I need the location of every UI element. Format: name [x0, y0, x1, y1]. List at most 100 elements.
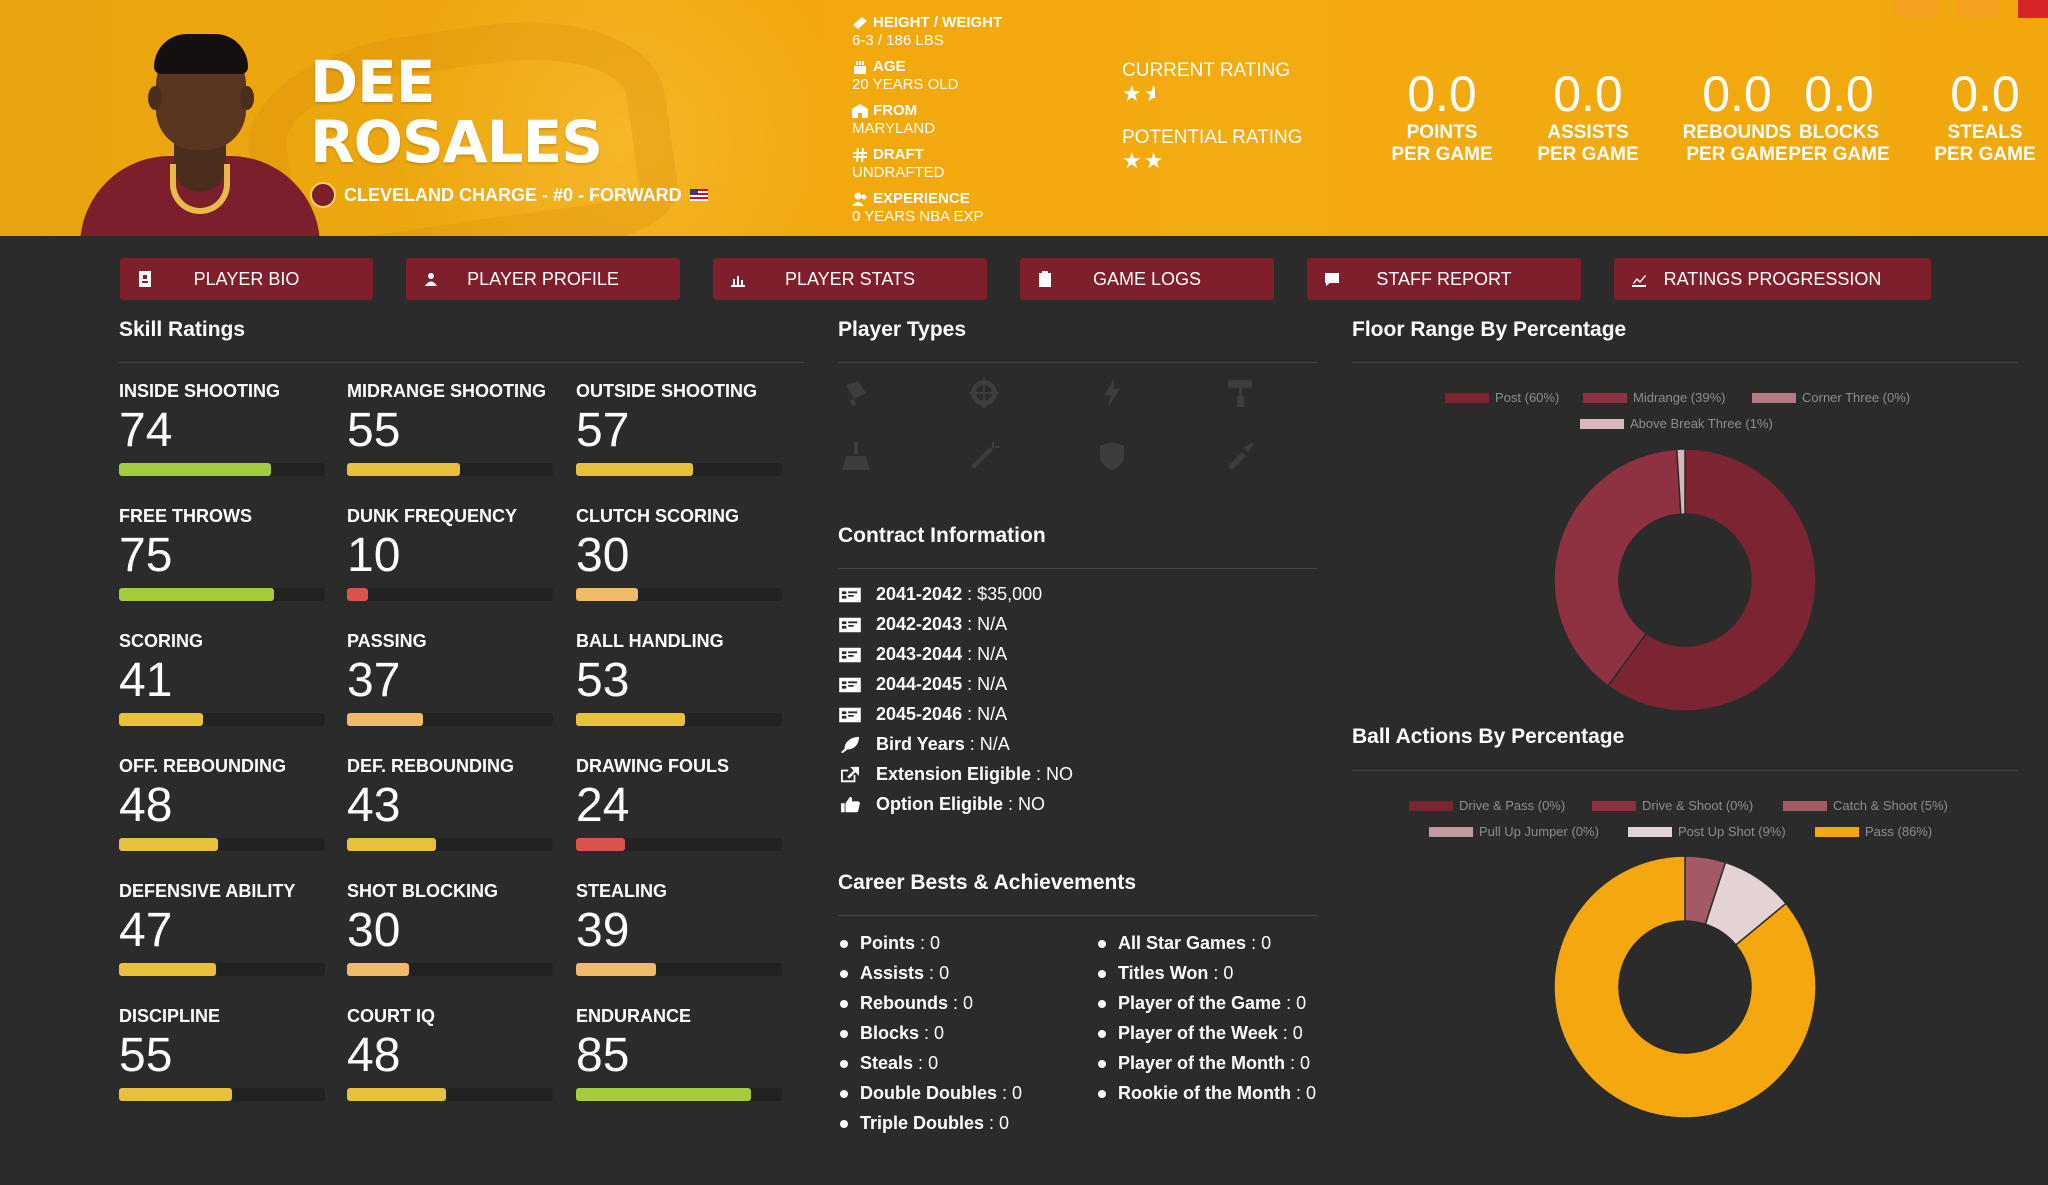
bio-experience: EXPERIENCE 0 YEARS NBA EXP: [852, 190, 984, 225]
clipboard-icon: [1038, 271, 1052, 287]
career-item: Titles Won : 0: [1098, 963, 1233, 984]
tab-game-logs[interactable]: GAME LOGS: [1020, 258, 1274, 300]
skill-bar-fill: [576, 1088, 752, 1101]
bio-list: HEIGHT / WEIGHT 6-3 / 186 LBS AGE 20 YEA…: [852, 14, 1052, 234]
team-info: CLEVELAND CHARGE - #0 - FORWARD: [344, 184, 682, 205]
current-rating-stars: ★★: [1122, 81, 1155, 106]
skill-name: DISCIPLINE: [119, 1006, 221, 1026]
previous-player-button[interactable]: [1894, 0, 1938, 18]
feather-icon: [841, 736, 859, 753]
career-value: 0: [1261, 933, 1272, 953]
bullet-icon: [1098, 1089, 1106, 1098]
career-value: 0: [930, 933, 941, 953]
skill-bar: [119, 588, 325, 601]
tab-staff-report[interactable]: STAFF REPORT: [1307, 258, 1581, 300]
skill-bar-fill: [576, 713, 686, 726]
career-value: 0: [1012, 1083, 1023, 1103]
skill-bar-fill: [347, 1088, 446, 1101]
potential-rating-stars: ★★: [1122, 148, 1166, 173]
skill-value: 85: [576, 1029, 630, 1082]
legend-swatch: [1583, 392, 1627, 403]
career-item: Blocks : 0: [840, 1023, 944, 1044]
bullet-icon: [1098, 1059, 1106, 1068]
contract-row: 2043-2044 : N/A: [838, 644, 1007, 665]
contract-value: N/A: [979, 734, 1010, 754]
legend-swatch: [1592, 800, 1636, 811]
legend-label: Catch & Shoot (5%): [1833, 798, 1948, 813]
stat-steals: 0.0 STEALS PER GAME: [1934, 66, 2036, 165]
player-types-title: Player Types: [838, 318, 967, 341]
career-value: 0: [963, 993, 974, 1013]
player-header: DEE ROSALES CLEVELAND CHARGE - #0 - FORW…: [0, 0, 2048, 236]
close-button[interactable]: [2018, 0, 2048, 18]
skill-bar-fill: [576, 963, 657, 976]
legend-label: Above Break Three (1%): [1630, 416, 1773, 431]
legend-swatch: [1429, 826, 1473, 837]
skill-drawing-fouls: DRAWING FOULS 24: [576, 756, 786, 851]
skill-name: BALL HANDLING: [576, 631, 724, 651]
career-value: 0: [999, 1113, 1010, 1133]
next-player-button[interactable]: [1956, 0, 2000, 18]
skill-name: COURT IQ: [347, 1006, 435, 1026]
skill-name: OUTSIDE SHOOTING: [576, 381, 758, 401]
skill-value: 55: [119, 1029, 173, 1082]
tab-player-bio[interactable]: PLAYER BIO: [120, 258, 373, 300]
bullet-icon: [1098, 1029, 1106, 1038]
skill-name: PASSING: [347, 631, 427, 651]
player-types-divider: [838, 362, 1318, 363]
skill-bar-fill: [119, 1088, 233, 1101]
team-logo: [310, 182, 336, 208]
users-icon: [424, 271, 438, 287]
contract-label: 2042-2043: [876, 614, 963, 634]
shield-icon: [1096, 440, 1128, 472]
career-value: 0: [928, 1053, 939, 1073]
skill-free-throws: FREE THROWS 75: [119, 506, 329, 601]
legend-swatch: [1409, 800, 1453, 811]
bullet-icon: [840, 1089, 848, 1098]
floor-range-divider: [1352, 362, 2018, 363]
broom-icon: [840, 440, 872, 472]
legend-label: Post (60%): [1495, 390, 1560, 405]
contract-info-title: Contract Information: [838, 524, 1046, 547]
skill-bar-fill: [347, 588, 368, 601]
floor-range-donut-chart: [1553, 448, 1817, 712]
team-watermark: [380, 0, 860, 236]
career-label: Double Doubles: [860, 1083, 998, 1103]
legend-label: Pull Up Jumper (0%): [1479, 824, 1599, 839]
bolt-icon: [1096, 377, 1128, 409]
tab-player-profile[interactable]: PLAYER PROFILE: [406, 258, 680, 300]
player-portrait: [70, 26, 330, 236]
skill-value: 48: [119, 779, 173, 832]
legend-label: Post Up Shot (9%): [1678, 824, 1786, 839]
legend-label: Drive & Shoot (0%): [1642, 798, 1754, 813]
contract-row: Option Eligible : NO: [838, 794, 1045, 815]
skill-bar: [347, 838, 553, 851]
ruler-icon: [853, 17, 867, 29]
paint-roller-icon: [840, 377, 872, 409]
skill-bar-fill: [119, 963, 216, 976]
money-check-icon: [839, 707, 861, 722]
career-label: All Star Games: [1118, 933, 1247, 953]
tab-player-stats[interactable]: PLAYER STATS: [713, 258, 987, 300]
team-line: CLEVELAND CHARGE - #0 - FORWARD: [310, 182, 708, 208]
money-check-icon: [839, 677, 861, 692]
skill-endurance: ENDURANCE 85: [576, 1006, 786, 1101]
legend-item: Post Up Shot (9%): [1628, 824, 1786, 839]
contract-label: 2045-2046: [876, 704, 963, 724]
skill-value: 10: [347, 529, 401, 582]
skill-bar-fill: [576, 588, 638, 601]
skill-bar-fill: [347, 838, 436, 851]
contract-value: N/A: [977, 674, 1008, 694]
contract-value: N/A: [977, 644, 1008, 664]
skill-name: DUNK FREQUENCY: [347, 506, 518, 526]
career-value: 0: [939, 963, 950, 983]
skill-bar-fill: [347, 963, 409, 976]
legend-label: Pass (86%): [1865, 824, 1933, 839]
career-value: 0: [934, 1023, 945, 1043]
career-label: Points: [860, 933, 916, 953]
ball-actions-title: Ball Actions By Percentage: [1352, 725, 1625, 748]
skill-bar: [119, 963, 325, 976]
skill-name: CLUTCH SCORING: [576, 506, 739, 526]
tab-ratings-progression[interactable]: RATINGS PROGRESSION: [1614, 258, 1931, 300]
money-check-icon: [839, 617, 861, 632]
